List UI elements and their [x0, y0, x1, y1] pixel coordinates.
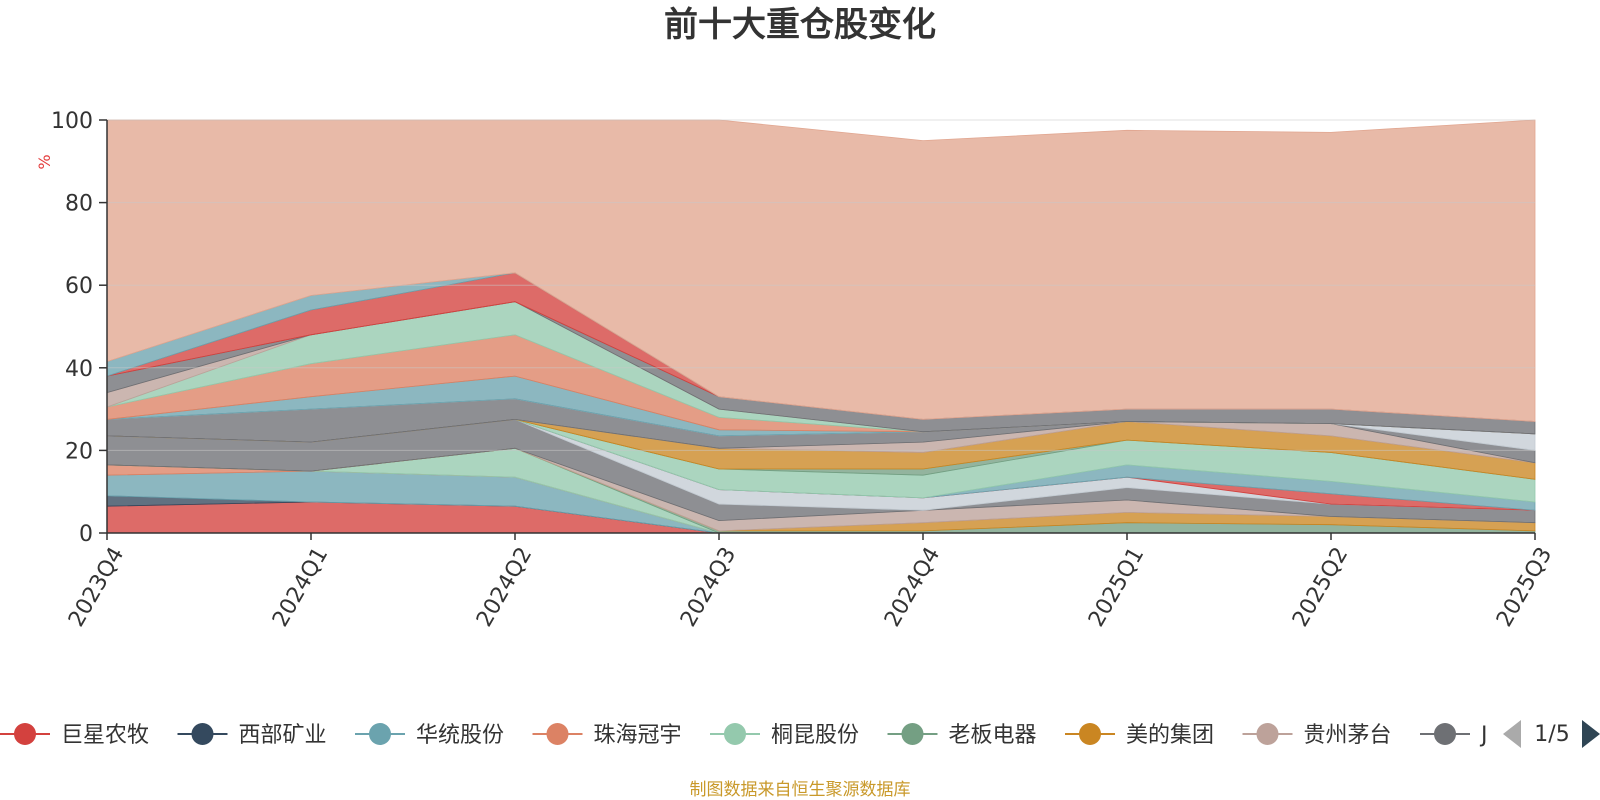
legend-marker-icon: [546, 723, 569, 745]
y-tick-label-3: 60: [65, 274, 93, 299]
legend-page-indicator: 1/5: [1534, 722, 1569, 747]
grid-lines: [107, 119, 1535, 451]
x-tick-label-3: 2024Q3: [676, 543, 741, 631]
x-tick-label-7: 2025Q3: [1492, 543, 1557, 631]
axes: [99, 119, 1536, 540]
x-tick-label-2: 2024Q2: [472, 543, 537, 631]
legend-marker-icon: [191, 723, 214, 745]
legend-label-1: 西部矿业: [239, 723, 327, 748]
legend-item-0[interactable]: 巨星农牧: [0, 723, 149, 748]
x-tick-label-6: 2025Q2: [1288, 543, 1353, 631]
legend-item-2[interactable]: 华统股份: [355, 723, 504, 748]
legend-label-0: 巨星农牧: [61, 723, 149, 748]
legend-label-truncated: J: [1479, 723, 1488, 748]
legend-marker-icon: [369, 723, 391, 745]
legend-marker-icon: [14, 723, 36, 745]
legend-label-3: 珠海冠宇: [594, 723, 682, 748]
y-tick-labels: 0 20 40 60 80 100: [51, 109, 93, 547]
legend-label-5: 老板电器: [949, 723, 1037, 748]
y-tick-label-5: 100: [51, 109, 93, 134]
legend-item-5[interactable]: 老板电器: [887, 723, 1037, 748]
x-tick-label-1: 2024Q1: [268, 543, 333, 631]
y-tick-label-0: 0: [79, 522, 93, 547]
legend-marker-icon: [1434, 723, 1456, 745]
legend-marker-icon: [901, 723, 924, 745]
legend-prev-page-icon[interactable]: [1503, 720, 1521, 748]
legend-label-7: 贵州茅台: [1304, 723, 1392, 748]
y-tick-label-1: 20: [65, 439, 93, 464]
x-tick-label-5: 2025Q1: [1084, 543, 1149, 631]
y-tick-label-4: 80: [65, 192, 93, 217]
y-axis-unit-label: %: [35, 154, 54, 169]
legend-marker-icon: [724, 723, 746, 745]
legend-pager: 1/5: [1503, 720, 1600, 748]
legend-item-1[interactable]: 西部矿业: [177, 723, 327, 748]
legend-next-page-icon[interactable]: [1582, 720, 1600, 748]
legend-item-4[interactable]: 桐昆股份: [710, 723, 859, 748]
legend-item-3[interactable]: 珠海冠宇: [532, 723, 682, 748]
legend-label-2: 华统股份: [416, 723, 504, 748]
x-tick-label-0: 2023Q4: [64, 543, 129, 631]
chart-title: 前十大重仓股变化: [664, 5, 936, 45]
legend-item-7[interactable]: 贵州茅台: [1242, 723, 1392, 748]
legend-label-6: 美的集团: [1126, 723, 1214, 748]
data-source-note: 制图数据来自恒生聚源数据库: [690, 780, 911, 800]
legend-item-6[interactable]: 美的集团: [1065, 723, 1214, 748]
legend[interactable]: 巨星农牧 西部矿业 华统股份 珠海冠宇 桐昆股份 老板电器 美的集团 贵州茅台 J: [0, 723, 1488, 748]
legend-marker-icon: [1079, 723, 1101, 745]
x-tick-labels: 2023Q4 2024Q1 2024Q2 2024Q3 2024Q4 2025Q1 2025…: [64, 543, 1557, 631]
x-tick-label-4: 2024Q4: [880, 543, 945, 631]
stacked-areas: [106, 119, 1536, 534]
legend-item-8[interactable]: J: [1420, 723, 1488, 748]
y-tick-label-2: 40: [65, 357, 93, 382]
legend-label-4: 桐昆股份: [771, 723, 859, 748]
legend-marker-icon: [1256, 723, 1279, 745]
